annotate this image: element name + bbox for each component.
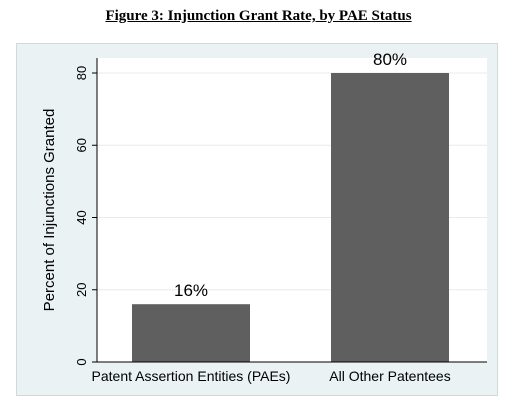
category-label: All Other Patentees [329,368,450,384]
bar [331,73,449,362]
y-tick-label: 20 [74,283,89,297]
y-tick-label: 40 [74,210,89,224]
chart-frame: 16% 80% 0 20 40 60 80 Patent Assertion Entitie… [16,43,498,396]
y-tick-label: 60 [74,138,89,152]
category-label: Patent Assertion Entities (PAEs) [92,368,291,384]
figure-title: Figure 3: Injunction Grant Rate, by PAE … [0,8,517,25]
bar-data-label: 16% [174,281,208,300]
y-tick-label: 0 [74,358,89,365]
bar-data-label: 80% [373,50,407,69]
y-tick-label: 80 [74,66,89,80]
bar [132,304,250,362]
bar-chart: 16% 80% 0 20 40 60 80 Patent Assertion Entitie… [17,44,497,395]
y-axis-title: Percent of Injunctions Granted [41,109,58,312]
